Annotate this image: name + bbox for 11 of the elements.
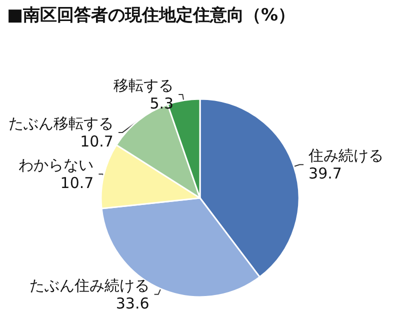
chart-title: ■南区回答者の現住地定住意向（%） <box>7 6 296 26</box>
data-label: 33.6 <box>116 294 150 312</box>
data-label: 10.7 <box>80 132 114 150</box>
slice-label: わからない <box>18 156 94 174</box>
slice-label: 移転する <box>114 76 174 94</box>
slice-label: たぶん住み続ける <box>29 276 150 294</box>
data-label: 5.3 <box>150 94 174 112</box>
slice-label: 住み続ける <box>308 146 384 165</box>
data-label: 39.7 <box>308 164 342 183</box>
data-label: 10.7 <box>60 174 94 192</box>
slice-label: たぶん移転する <box>8 114 114 132</box>
